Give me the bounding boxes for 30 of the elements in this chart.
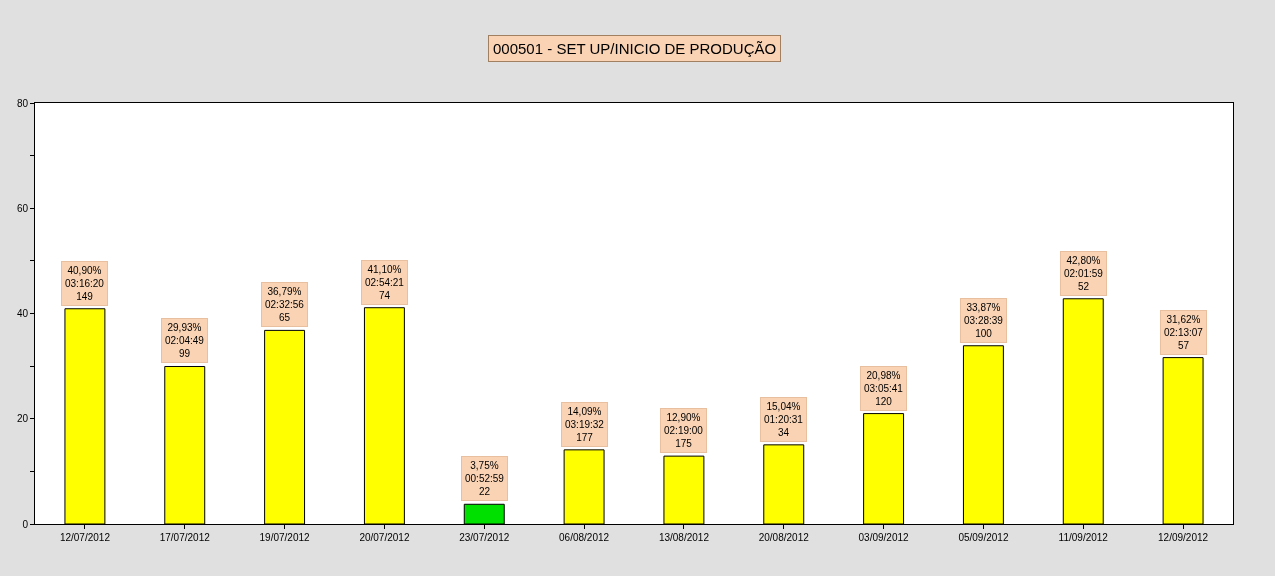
y-tick-label: 60 [16,202,29,214]
y-tick-label: 0 [22,518,29,530]
data-label: 12,90% 02:19:00 175 [664,412,704,449]
data-label: 40,90% 03:16:20 149 [65,265,105,302]
x-tick-label: 05/09/2012 [958,532,1009,543]
x-tick-label: 12/09/2012 [1158,532,1209,543]
x-tick-label: 20/08/2012 [758,532,810,543]
data-label: 42,80% 02:01:59 52 [1064,255,1104,292]
data-label: 15,04% 01:20:31 34 [764,401,804,438]
y-tick-label: 40 [16,308,29,319]
data-label: 14,09% 03:19:32 177 [565,406,605,443]
data-label: 31,62% 02:13:07 57 [1164,314,1204,351]
x-tick-label: 19/07/2012 [259,532,311,543]
x-tick-label: 11/09/2012 [1058,532,1109,543]
data-label: 41,10% 02:54:21 74 [365,264,405,301]
x-tick-label: 03/09/2012 [858,532,910,543]
x-tick-label: 20/07/2012 [359,532,410,543]
y-tick-label: 20 [16,413,29,425]
x-tick-label: 23/07/2012 [459,532,510,543]
x-tick-label: 12/07/2012 [59,532,111,543]
data-label: 20,98% 03:05:41 120 [864,370,904,407]
y-tick-label: 80 [16,97,29,109]
x-tick-label: 13/08/2012 [658,532,710,543]
data-label: 3,75% 00:52:59 22 [465,460,505,497]
x-tick-label: 06/08/2012 [559,532,610,543]
data-label: 29,93% 02:04:49 99 [165,322,205,359]
data-label: 33,87% 03:28:39 100 [964,302,1004,339]
x-tick-label: 17/07/2012 [159,532,211,543]
data-label: 36,79% 02:32:56 65 [265,286,305,323]
chart-title: 000501 - SET UP/INICIO DE PRODUÇÃO [493,40,777,57]
